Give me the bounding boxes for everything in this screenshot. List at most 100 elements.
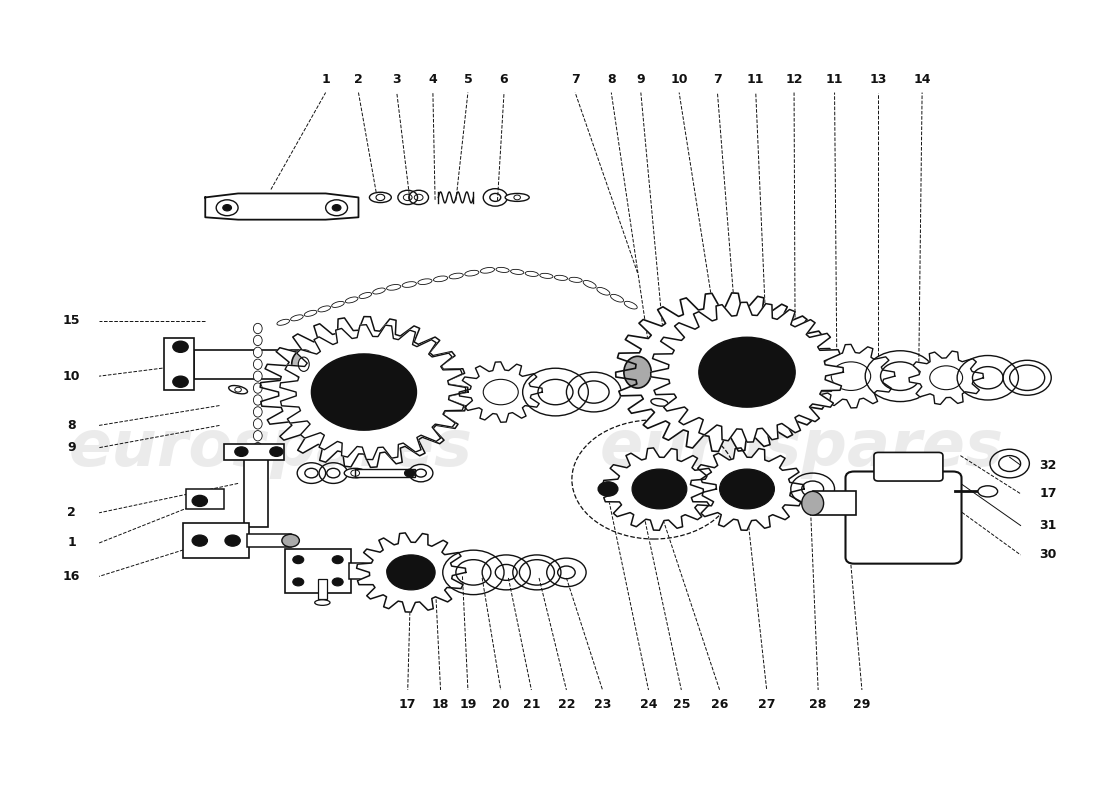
Polygon shape: [691, 448, 804, 530]
Ellipse shape: [496, 267, 509, 273]
Polygon shape: [459, 362, 542, 422]
Ellipse shape: [510, 270, 524, 274]
Text: 16: 16: [63, 570, 80, 583]
Ellipse shape: [290, 315, 304, 321]
Polygon shape: [909, 351, 983, 405]
Circle shape: [387, 555, 436, 590]
Text: 14: 14: [913, 73, 931, 86]
Polygon shape: [603, 448, 716, 530]
Text: 12: 12: [785, 73, 803, 86]
Ellipse shape: [253, 323, 262, 334]
Ellipse shape: [277, 319, 289, 326]
Circle shape: [173, 376, 188, 387]
Ellipse shape: [624, 302, 637, 309]
Bar: [813, 491, 857, 515]
Ellipse shape: [418, 279, 432, 285]
Ellipse shape: [344, 468, 366, 478]
Bar: [285, 549, 351, 593]
Ellipse shape: [253, 371, 262, 382]
Text: 3: 3: [393, 73, 402, 86]
Text: 30: 30: [1040, 549, 1057, 562]
Ellipse shape: [433, 276, 448, 282]
Circle shape: [698, 338, 795, 407]
Text: 11: 11: [826, 73, 844, 86]
Ellipse shape: [253, 335, 262, 346]
Circle shape: [405, 469, 416, 477]
Text: 25: 25: [672, 698, 690, 711]
Text: 5: 5: [463, 73, 472, 86]
Ellipse shape: [318, 306, 331, 312]
Text: 4: 4: [429, 73, 438, 86]
Text: 1: 1: [67, 537, 76, 550]
Circle shape: [332, 578, 343, 586]
Circle shape: [270, 447, 283, 457]
Circle shape: [332, 205, 341, 211]
Ellipse shape: [292, 350, 316, 378]
Bar: [349, 563, 398, 578]
Text: 26: 26: [711, 698, 728, 711]
Text: 7: 7: [571, 73, 580, 86]
Text: 8: 8: [67, 419, 76, 432]
Ellipse shape: [583, 281, 596, 288]
Ellipse shape: [464, 270, 478, 276]
Ellipse shape: [610, 294, 624, 302]
Text: 32: 32: [1040, 458, 1057, 472]
Ellipse shape: [386, 285, 400, 290]
Ellipse shape: [305, 310, 317, 316]
Text: 23: 23: [594, 698, 612, 711]
Ellipse shape: [403, 282, 417, 287]
Polygon shape: [807, 344, 894, 408]
Ellipse shape: [370, 192, 392, 202]
Circle shape: [311, 354, 417, 430]
Ellipse shape: [505, 194, 529, 202]
Text: eurospares: eurospares: [600, 417, 1003, 478]
Text: 9: 9: [637, 73, 646, 86]
Polygon shape: [356, 533, 465, 612]
Ellipse shape: [253, 442, 262, 453]
Text: 24: 24: [640, 698, 658, 711]
Text: 7: 7: [713, 73, 722, 86]
Text: 10: 10: [63, 370, 80, 382]
Bar: [186, 489, 224, 509]
Circle shape: [632, 469, 686, 509]
Text: 20: 20: [492, 698, 509, 711]
Ellipse shape: [253, 395, 262, 405]
Ellipse shape: [253, 406, 262, 417]
Ellipse shape: [597, 287, 609, 295]
Text: 22: 22: [558, 698, 575, 711]
Bar: [195, 350, 304, 378]
Ellipse shape: [554, 275, 568, 280]
Ellipse shape: [569, 278, 582, 282]
Bar: [243, 452, 267, 527]
Circle shape: [668, 331, 782, 414]
Circle shape: [173, 342, 188, 352]
Bar: [184, 523, 249, 558]
Text: 9: 9: [67, 441, 76, 454]
Bar: [164, 338, 195, 390]
Ellipse shape: [373, 288, 385, 294]
Text: 31: 31: [1040, 519, 1057, 532]
Text: eurospares: eurospares: [69, 417, 473, 478]
Ellipse shape: [253, 383, 262, 394]
Ellipse shape: [253, 359, 262, 370]
Text: 18: 18: [432, 698, 449, 711]
Ellipse shape: [253, 347, 262, 358]
Ellipse shape: [449, 273, 463, 279]
FancyBboxPatch shape: [874, 453, 943, 481]
Polygon shape: [651, 302, 844, 442]
Ellipse shape: [253, 418, 262, 429]
Ellipse shape: [282, 534, 299, 547]
Ellipse shape: [315, 600, 330, 606]
Ellipse shape: [229, 386, 248, 394]
Text: 10: 10: [670, 73, 688, 86]
Ellipse shape: [359, 293, 372, 298]
Ellipse shape: [387, 563, 409, 578]
Polygon shape: [206, 194, 359, 220]
Circle shape: [223, 205, 231, 211]
Polygon shape: [279, 325, 465, 459]
Bar: [318, 578, 327, 598]
Ellipse shape: [540, 274, 553, 278]
Circle shape: [598, 482, 618, 496]
Text: 21: 21: [522, 698, 540, 711]
Text: 8: 8: [607, 73, 616, 86]
